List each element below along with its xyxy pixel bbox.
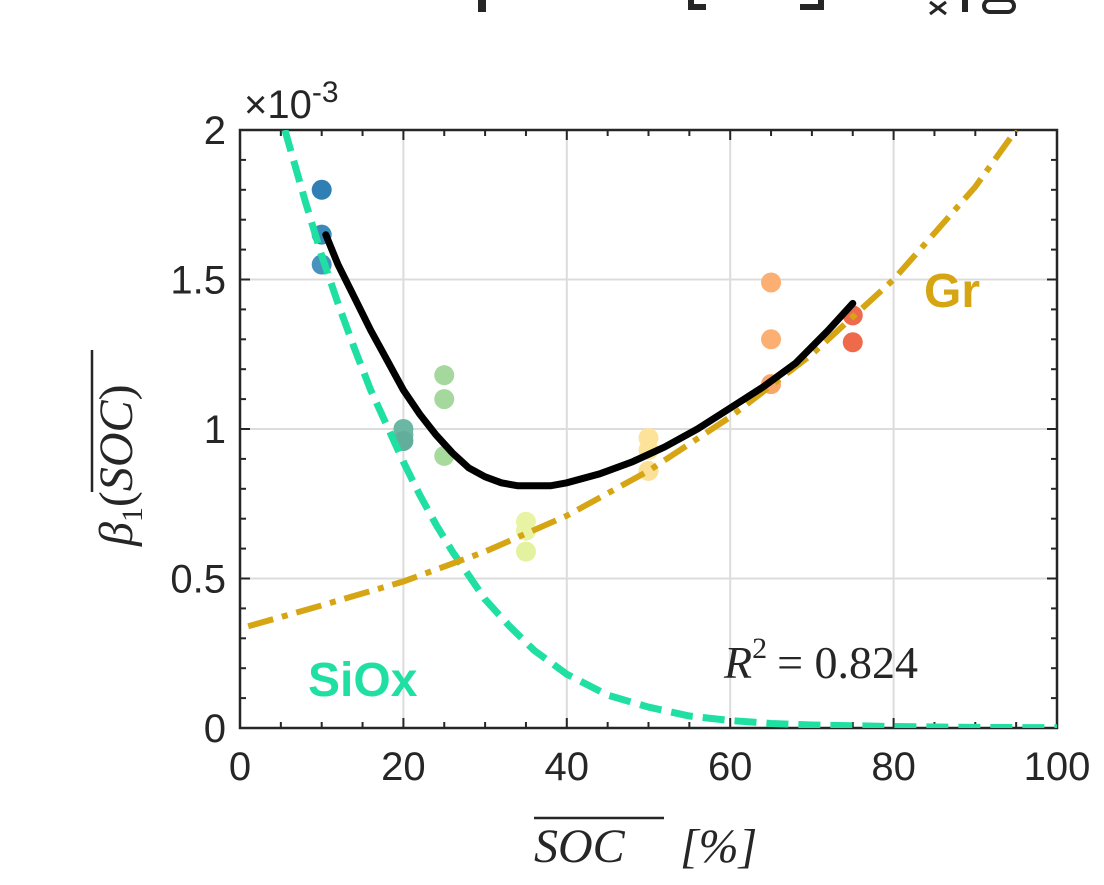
- data-point: [434, 389, 455, 410]
- x-tick-label: 80: [871, 745, 916, 789]
- siox-label: SiOx: [308, 654, 418, 707]
- data-point: [311, 179, 332, 200]
- x-tick-label: 60: [708, 745, 753, 789]
- y-tick-label: 1: [204, 408, 226, 452]
- x-tick-label: 20: [381, 745, 426, 789]
- svg-text:[%]: [%]: [680, 820, 757, 873]
- data-point: [842, 332, 863, 353]
- gr-label: Gr: [924, 265, 980, 318]
- y-tick-label: 0.5: [170, 558, 226, 602]
- y-tick-label: 2: [204, 109, 226, 153]
- fit-curve: [322, 231, 857, 490]
- svg-text:SOC: SOC: [534, 820, 626, 873]
- y-tick-label: 0: [204, 707, 226, 751]
- data-point: [515, 541, 536, 562]
- x-axis-label: SOC [%]: [534, 816, 757, 873]
- y-axis-label: β1(SOC): [90, 350, 149, 547]
- x-tick-label: 100: [1024, 745, 1091, 789]
- y-tick-label: 1.5: [170, 259, 226, 303]
- cropped-top-fragment: [478, 0, 1016, 16]
- siox-curve: [281, 130, 1057, 728]
- y-exponent-label: ×10-3: [244, 76, 339, 127]
- r-squared-annotation: R2 = 0.824: [723, 632, 918, 688]
- svg-text:β1(SOC): β1(SOC): [90, 384, 149, 547]
- data-point: [761, 272, 782, 293]
- data-point: [434, 365, 455, 386]
- x-tick-label: 0: [229, 745, 251, 789]
- x-tick-label: 40: [545, 745, 590, 789]
- data-point: [761, 329, 782, 350]
